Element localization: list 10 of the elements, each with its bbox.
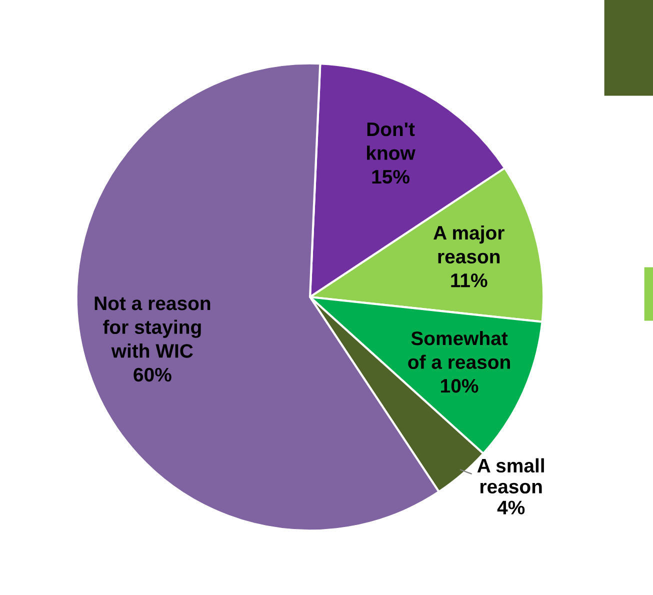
data-label: 4% [497,500,525,514]
data-label: 15% [372,170,410,184]
slice-label: A small reason [477,458,544,494]
data-label: 10% [441,378,478,393]
slice-label: Not a reason for staying with WIC [94,296,210,358]
slice-label: Somewhat of a reason [408,330,510,369]
slice-label: Don't know [367,122,416,160]
data-label: 60% [134,368,172,382]
data-label: 11% [451,274,488,288]
slice-label: A major reason [434,225,504,264]
